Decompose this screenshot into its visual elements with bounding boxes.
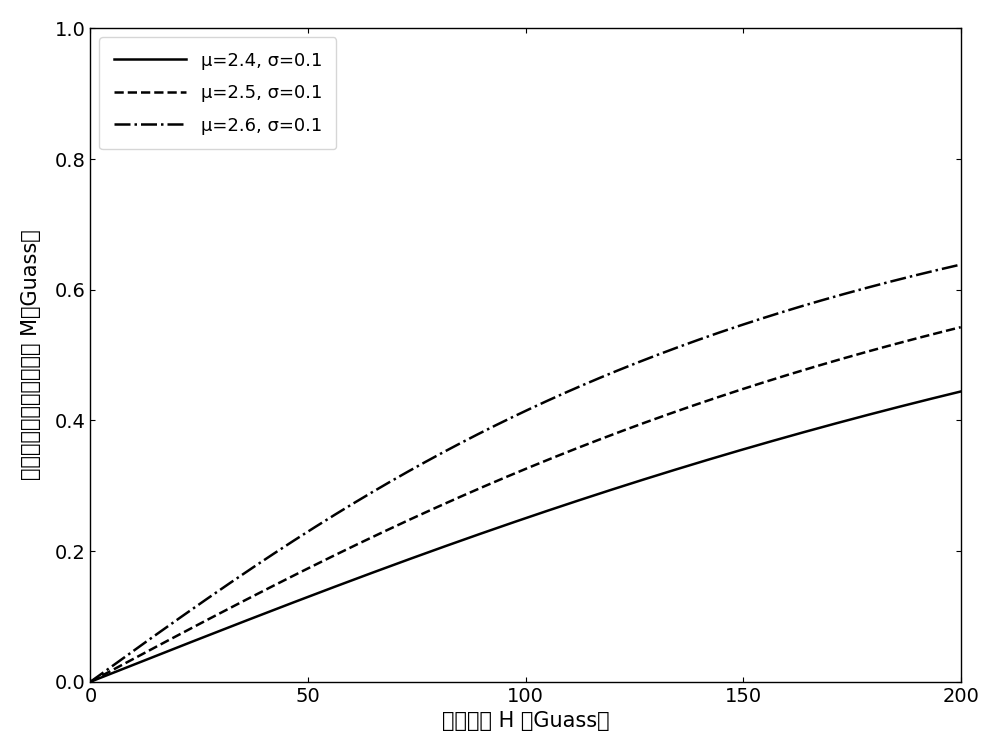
μ=2.5, σ=0.1: [617, 426, 629, 435]
μ=2.4, σ=0.1: [818, 422, 830, 431]
μ=2.4, σ=0.1: [87, 676, 99, 685]
μ=2.4, σ=0.1: [617, 481, 629, 490]
μ=2.5, σ=0.1: [818, 359, 830, 368]
μ=2.6, σ=0.1: [818, 296, 830, 305]
μ=2.4, σ=0.1: [955, 387, 967, 396]
μ=2.4, σ=0.1: [873, 408, 885, 417]
μ=2.5, σ=0.1: [873, 344, 885, 353]
μ=2.5, σ=0.1: [955, 323, 967, 332]
μ=2.6, σ=0.1: [603, 370, 615, 379]
μ=2.5, σ=0.1: [600, 432, 612, 441]
Line: μ=2.4, σ=0.1: μ=2.4, σ=0.1: [90, 392, 961, 682]
μ=2.6, σ=0.1: [600, 371, 612, 380]
μ=2.5, σ=0.1: [84, 678, 96, 687]
Line: μ=2.6, σ=0.1: μ=2.6, σ=0.1: [90, 265, 961, 682]
μ=2.6, σ=0.1: [617, 364, 629, 373]
Legend: μ=2.4, σ=0.1, μ=2.5, σ=0.1, μ=2.6, σ=0.1: μ=2.4, σ=0.1, μ=2.5, σ=0.1, μ=2.6, σ=0.1: [99, 38, 336, 149]
μ=2.6, σ=0.1: [84, 678, 96, 687]
μ=2.5, σ=0.1: [87, 676, 99, 685]
Y-axis label: 磁性纳米粒子的磁化强度 M（Guass）: 磁性纳米粒子的磁化强度 M（Guass）: [21, 229, 41, 481]
X-axis label: 激励磁场 H （Guass）: 激励磁场 H （Guass）: [442, 711, 609, 731]
μ=2.6, σ=0.1: [87, 675, 99, 684]
μ=2.4, σ=0.1: [600, 487, 612, 496]
μ=2.5, σ=0.1: [603, 432, 615, 441]
μ=2.6, σ=0.1: [873, 280, 885, 289]
μ=2.4, σ=0.1: [603, 486, 615, 495]
μ=2.6, σ=0.1: [955, 260, 967, 269]
μ=2.4, σ=0.1: [84, 678, 96, 687]
Line: μ=2.5, σ=0.1: μ=2.5, σ=0.1: [90, 327, 961, 682]
